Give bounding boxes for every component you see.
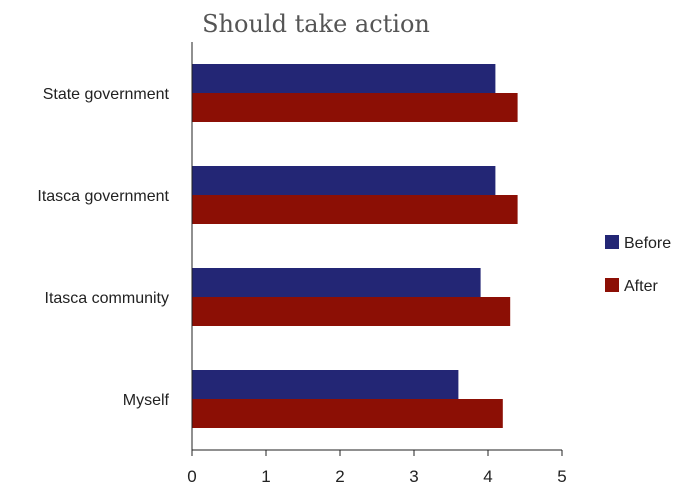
legend-label-after: After (624, 278, 658, 295)
legend-swatch-before (605, 235, 619, 249)
bar-myself-after (192, 399, 503, 428)
bar-itasca-community-after (192, 297, 511, 326)
category-label-myself: Myself (123, 392, 170, 409)
x-tick-label-2: 2 (335, 467, 344, 486)
x-tick-label-0: 0 (187, 467, 196, 486)
legend: Before After (605, 235, 671, 295)
chart-title: Should take action (202, 10, 430, 38)
bar-state-government-before (192, 64, 496, 93)
category-label-itasca-community: Itasca community (45, 290, 169, 307)
bar-itasca-community-before (192, 268, 481, 297)
legend-swatch-after (605, 278, 619, 292)
x-tick-label-5: 5 (557, 467, 566, 486)
category-label-state-government: State government (43, 86, 170, 103)
legend-label-before: Before (624, 235, 671, 252)
bars-layer (192, 64, 518, 428)
category-labels: State government Itasca government Itasca … (37, 86, 169, 409)
bar-myself-before (192, 370, 459, 399)
x-axis: 0 1 2 3 4 5 (187, 42, 567, 486)
x-tick-label-4: 4 (483, 467, 492, 486)
bar-itasca-government-before (192, 166, 496, 195)
x-tick-label-3: 3 (409, 467, 418, 486)
category-label-itasca-government: Itasca government (37, 188, 169, 205)
bar-itasca-government-after (192, 195, 518, 224)
bar-state-government-after (192, 93, 518, 122)
x-tick-label-1: 1 (261, 467, 270, 486)
